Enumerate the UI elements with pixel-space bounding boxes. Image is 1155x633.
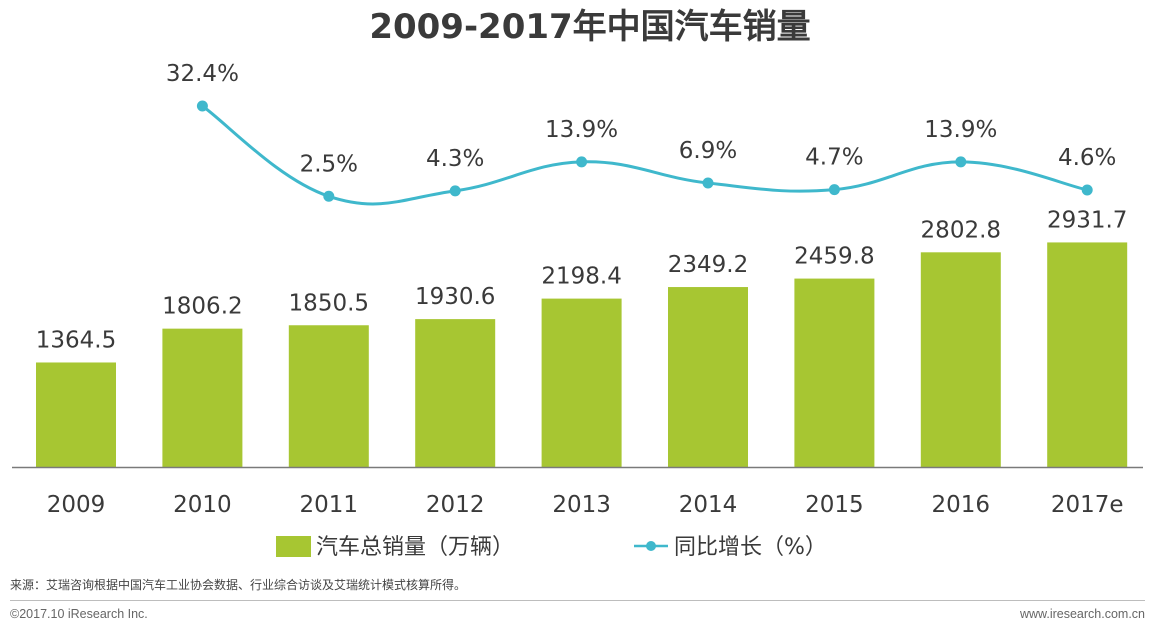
growth-line-series xyxy=(196,100,1093,206)
bar-2010 xyxy=(162,328,243,467)
x-tick-label: 2016 xyxy=(932,492,991,518)
x-tick-label: 2015 xyxy=(805,492,864,518)
source-note: 来源：艾瑞咨询根据中国汽车工业协会数据、行业综合访谈及艾瑞统计模式核算所得。 xyxy=(10,577,466,592)
footer-website: www.iresearch.com.cn xyxy=(1019,607,1145,621)
data-labels: 1364.5 1806.2 1850.5 1930.6 2198.4 2349.2 2459… xyxy=(36,61,1128,353)
growth-point-2016 xyxy=(955,156,967,168)
bar-2017e xyxy=(1047,242,1128,467)
legend-line-label: 同比增长（%） xyxy=(674,535,827,560)
bar-value-label: 2198.4 xyxy=(541,264,621,290)
legend-bar-label: 汽车总销量（万辆） xyxy=(316,535,514,560)
bar-value-label: 2349.2 xyxy=(668,252,748,278)
growth-value-label: 13.9% xyxy=(924,117,997,143)
x-tick-label: 2010 xyxy=(173,492,232,518)
bar-2015 xyxy=(794,278,875,467)
bar-value-label: 1806.2 xyxy=(162,294,242,320)
legend-bar-swatch xyxy=(276,536,311,557)
bar-value-label: 1930.6 xyxy=(415,284,495,310)
growth-value-label: 4.6% xyxy=(1058,145,1116,171)
growth-value-label: 6.9% xyxy=(679,138,737,164)
growth-point-2014 xyxy=(702,177,714,189)
bar-2012 xyxy=(415,319,496,467)
bar-value-label: 2459.8 xyxy=(794,244,874,270)
bar-2011 xyxy=(288,325,369,467)
footer-copyright: ©2017.10 iResearch Inc. xyxy=(10,607,148,621)
bar-value-label: 2802.8 xyxy=(921,217,1001,243)
growth-point-2017e xyxy=(1081,184,1093,196)
bar-2014 xyxy=(668,287,748,467)
growth-point-2015 xyxy=(828,184,840,196)
bar-2013 xyxy=(541,298,622,467)
chart-title: 2009-2017年中国汽车销量 xyxy=(369,7,810,47)
growth-line-path xyxy=(201,104,1088,206)
x-tick-label: 2011 xyxy=(300,492,359,518)
growth-value-label: 4.3% xyxy=(426,146,484,172)
bar-2016 xyxy=(920,252,1001,467)
growth-value-label: 2.5% xyxy=(300,151,358,177)
bar-value-label: 1364.5 xyxy=(36,327,116,353)
x-tick-label: 2013 xyxy=(552,492,611,518)
x-tick-label: 2014 xyxy=(679,492,738,518)
x-tick-label: 2012 xyxy=(426,492,485,518)
bar-value-label: 2931.7 xyxy=(1047,207,1127,233)
x-tick-label: 2017e xyxy=(1051,492,1124,518)
bar-2009 xyxy=(36,362,116,467)
growth-value-label: 32.4% xyxy=(166,61,239,87)
growth-point-2011 xyxy=(323,190,335,202)
x-axis-tick-labels: 2009 2010 2011 2012 2013 2014 2015 2016 2017e xyxy=(47,492,1124,518)
growth-point-2012 xyxy=(449,185,461,197)
bar-series xyxy=(36,242,1128,467)
x-tick-label: 2009 xyxy=(47,492,106,518)
growth-point-2010 xyxy=(196,100,208,112)
legend: 汽车总销量（万辆） 同比增长（%） xyxy=(276,535,827,560)
growth-value-label: 13.9% xyxy=(545,117,618,143)
growth-point-2013 xyxy=(576,156,588,168)
legend-line-marker xyxy=(646,541,656,551)
growth-value-label: 4.7% xyxy=(805,145,863,171)
bar-value-label: 1850.5 xyxy=(289,290,369,316)
